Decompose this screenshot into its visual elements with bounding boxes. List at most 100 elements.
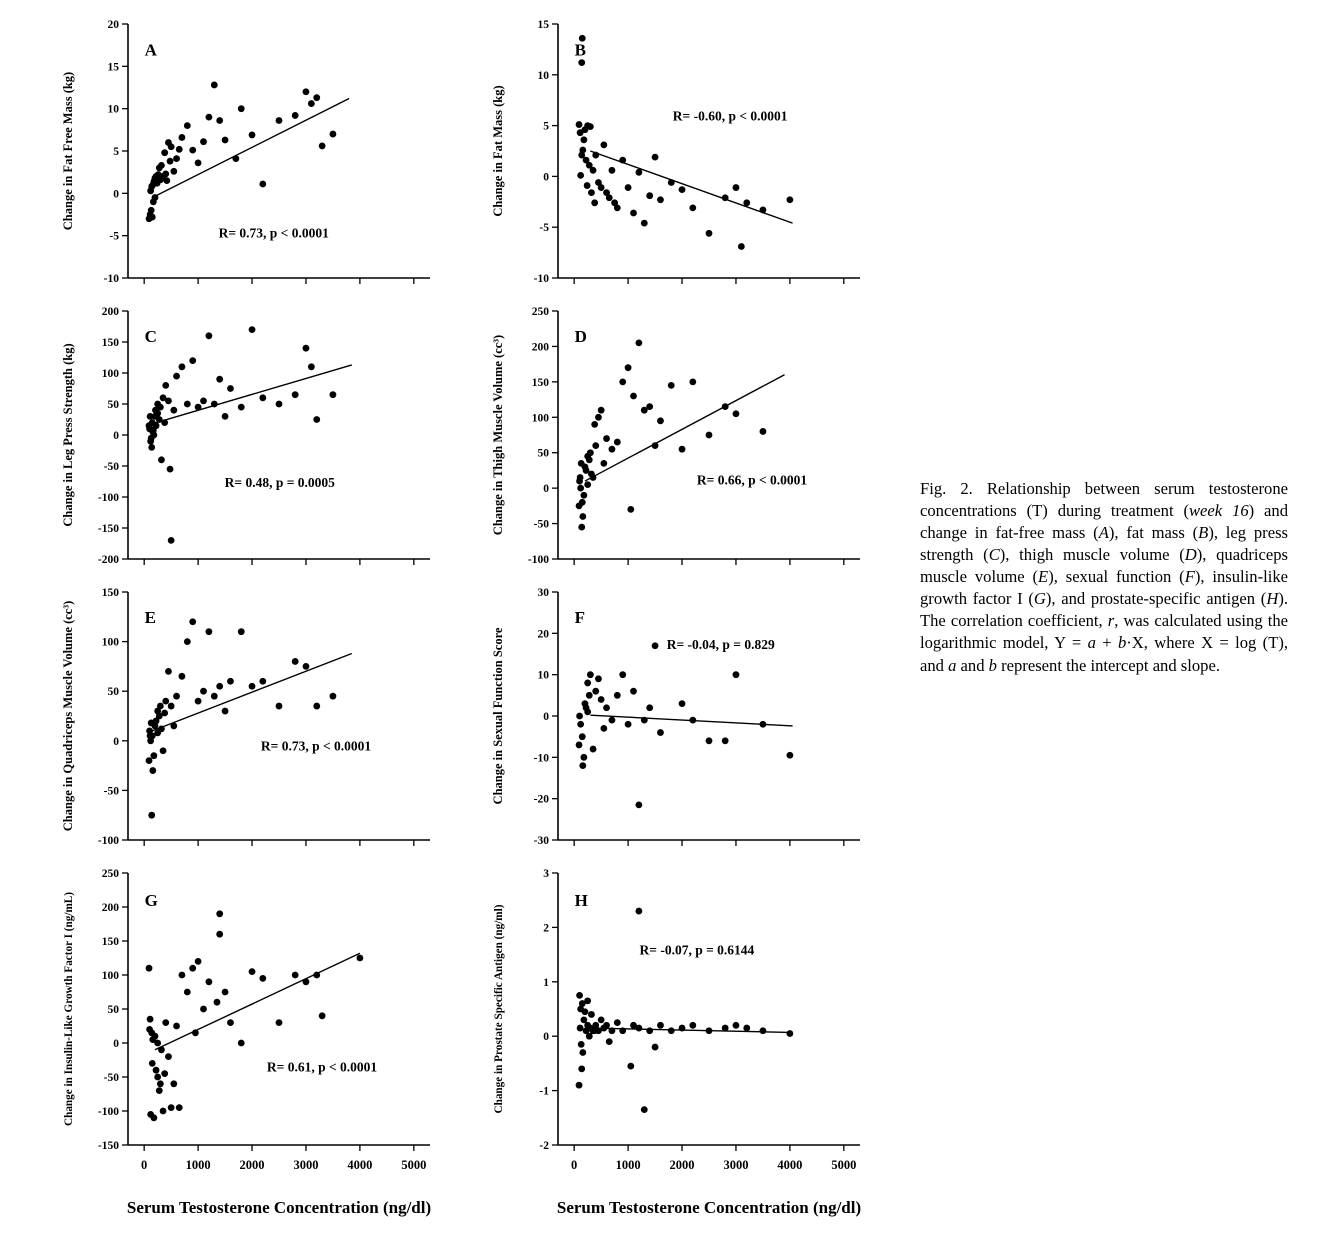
svg-text:-20: -20 (534, 794, 550, 806)
svg-text:200: 200 (102, 902, 120, 914)
svg-text:0: 0 (543, 711, 549, 723)
svg-text:0: 0 (141, 1158, 147, 1172)
axes: -10 -5 0 5 10 15 (534, 19, 860, 285)
axes: -10 -5 0 5 10 15 20 (104, 19, 430, 285)
svg-text:250: 250 (102, 868, 120, 880)
panel-letter: A (145, 40, 158, 59)
svg-text:-200: -200 (98, 554, 119, 566)
svg-text:10: 10 (538, 670, 550, 682)
svg-text:2: 2 (543, 922, 549, 934)
panel-d: -100 -50 0 50 100 150 200 250 Change in Thigh Mu… (486, 295, 876, 576)
data-points (145, 326, 337, 544)
correlation-annotation: R= 0.73, p < 0.0001 (261, 739, 372, 754)
regression-line (151, 97, 350, 199)
chart-column-right: -10 -5 0 5 10 15 Change in Fat Mass (kg) B R= -0… (486, 8, 876, 1218)
svg-text:50: 50 (108, 686, 120, 698)
panel-letter: G (145, 891, 158, 910)
data-points (575, 34, 794, 250)
y-axis-label: Change in Sexual Function Score (491, 627, 505, 804)
correlation-annotation: R= -0.04, p = 0.829 (667, 637, 775, 652)
svg-text:20: 20 (108, 19, 120, 31)
svg-text:15: 15 (538, 19, 550, 31)
svg-text:-100: -100 (98, 1106, 119, 1118)
scatter-chart-f: -30 -20 -10 0 10 20 30 Change in Sexual Functio… (491, 587, 860, 847)
svg-text:150: 150 (102, 587, 120, 599)
scatter-chart-e: -100 -50 0 50 100 150 Change in Quadriceps Mus… (61, 587, 430, 847)
data-points (575, 339, 767, 531)
svg-text:100: 100 (102, 970, 120, 982)
svg-text:10: 10 (108, 104, 120, 116)
svg-text:-1: -1 (539, 1086, 549, 1098)
svg-text:0: 0 (113, 736, 119, 748)
svg-text:-50: -50 (534, 519, 550, 531)
svg-text:1000: 1000 (616, 1158, 641, 1172)
svg-text:50: 50 (108, 1004, 120, 1016)
svg-text:3000: 3000 (293, 1158, 318, 1172)
svg-text:-5: -5 (109, 231, 119, 243)
correlation-annotation: R= -0.60, p < 0.0001 (673, 109, 788, 124)
scatter-chart-b: -10 -5 0 5 10 15 Change in Fat Mass (kg) B R= -0… (491, 19, 860, 285)
svg-text:100: 100 (102, 368, 120, 380)
svg-text:1: 1 (543, 977, 549, 989)
data-points (575, 907, 794, 1114)
svg-text:-100: -100 (98, 835, 119, 847)
correlation-annotation: R= 0.73, p < 0.0001 (219, 225, 330, 240)
correlation-annotation: R= -0.07, p = 0.6144 (640, 943, 755, 958)
correlation-annotation: R= 0.66, p < 0.0001 (697, 473, 808, 488)
svg-text:3: 3 (543, 868, 549, 880)
y-axis-label: Change in Fat Free Mass (kg) (61, 72, 75, 230)
svg-text:0: 0 (113, 188, 119, 200)
panel-letter: B (575, 40, 586, 59)
regression-line (154, 952, 361, 1051)
svg-text:200: 200 (102, 306, 120, 318)
svg-text:2000: 2000 (240, 1158, 265, 1172)
svg-text:-10: -10 (534, 273, 550, 285)
svg-text:5: 5 (113, 146, 119, 158)
y-axis-label: Change in Fat Mass (kg) (491, 85, 505, 216)
svg-text:-5: -5 (539, 222, 549, 234)
svg-text:-10: -10 (534, 752, 550, 764)
svg-text:0: 0 (113, 430, 119, 442)
svg-text:0: 0 (113, 1038, 119, 1050)
correlation-annotation: R= 0.48, p = 0.0005 (225, 475, 336, 490)
regression-line (584, 374, 785, 482)
panel-f: -30 -20 -10 0 10 20 30 Change in Sexual Functio… (486, 576, 876, 857)
svg-text:200: 200 (532, 341, 550, 353)
svg-text:150: 150 (532, 377, 550, 389)
axes: -30 -20 -10 0 10 20 30 (534, 587, 860, 847)
svg-text:-50: -50 (104, 1072, 120, 1084)
svg-text:150: 150 (102, 936, 120, 948)
svg-text:-10: -10 (104, 273, 120, 285)
svg-text:4000: 4000 (777, 1158, 802, 1172)
svg-text:2000: 2000 (670, 1158, 695, 1172)
data-points (575, 642, 794, 809)
svg-text:0: 0 (543, 1031, 549, 1043)
scatter-chart-g: -150 -100 -50 0 50 100 150 200 250 0 1000 2000 3000 4… (63, 868, 430, 1172)
data-points (145, 618, 337, 819)
y-axis-label: Change in Thigh Muscle Volume (cc³) (491, 335, 505, 535)
svg-text:20: 20 (538, 628, 550, 640)
regression-line (152, 652, 353, 732)
scatter-chart-d: -100 -50 0 50 100 150 200 250 Change in Thigh Mu… (491, 306, 860, 566)
svg-text:100: 100 (102, 637, 120, 649)
svg-text:-50: -50 (104, 461, 120, 473)
axes: -150 -100 -50 0 50 100 150 200 250 0 1000 2000 3000 4… (98, 868, 430, 1172)
chart-column-left: -10 -5 0 5 10 15 20 Change in Fat Free Mass (kg… (56, 8, 446, 1218)
svg-text:0: 0 (543, 171, 549, 183)
svg-text:-100: -100 (98, 492, 119, 504)
axes: -100 -50 0 50 100 150 (98, 587, 430, 847)
y-axis-label: Change in Prostate Specific Antigen (ng/… (493, 904, 505, 1113)
svg-text:10: 10 (538, 70, 550, 82)
panel-letter: C (145, 327, 157, 346)
svg-text:15: 15 (108, 61, 120, 73)
svg-text:250: 250 (532, 306, 550, 318)
svg-text:3000: 3000 (723, 1158, 748, 1172)
panel-letter: H (575, 891, 588, 910)
panel-h: -2 -1 0 1 2 3 0 1000 2000 3000 4000 5000 Change in P… (486, 857, 876, 1196)
axes: -2 -1 0 1 2 3 0 1000 2000 3000 4000 5000 (539, 868, 860, 1172)
data-points (145, 910, 364, 1122)
svg-text:30: 30 (538, 587, 550, 599)
correlation-annotation: R= 0.61, p < 0.0001 (267, 1060, 378, 1075)
svg-text:0: 0 (543, 483, 549, 495)
